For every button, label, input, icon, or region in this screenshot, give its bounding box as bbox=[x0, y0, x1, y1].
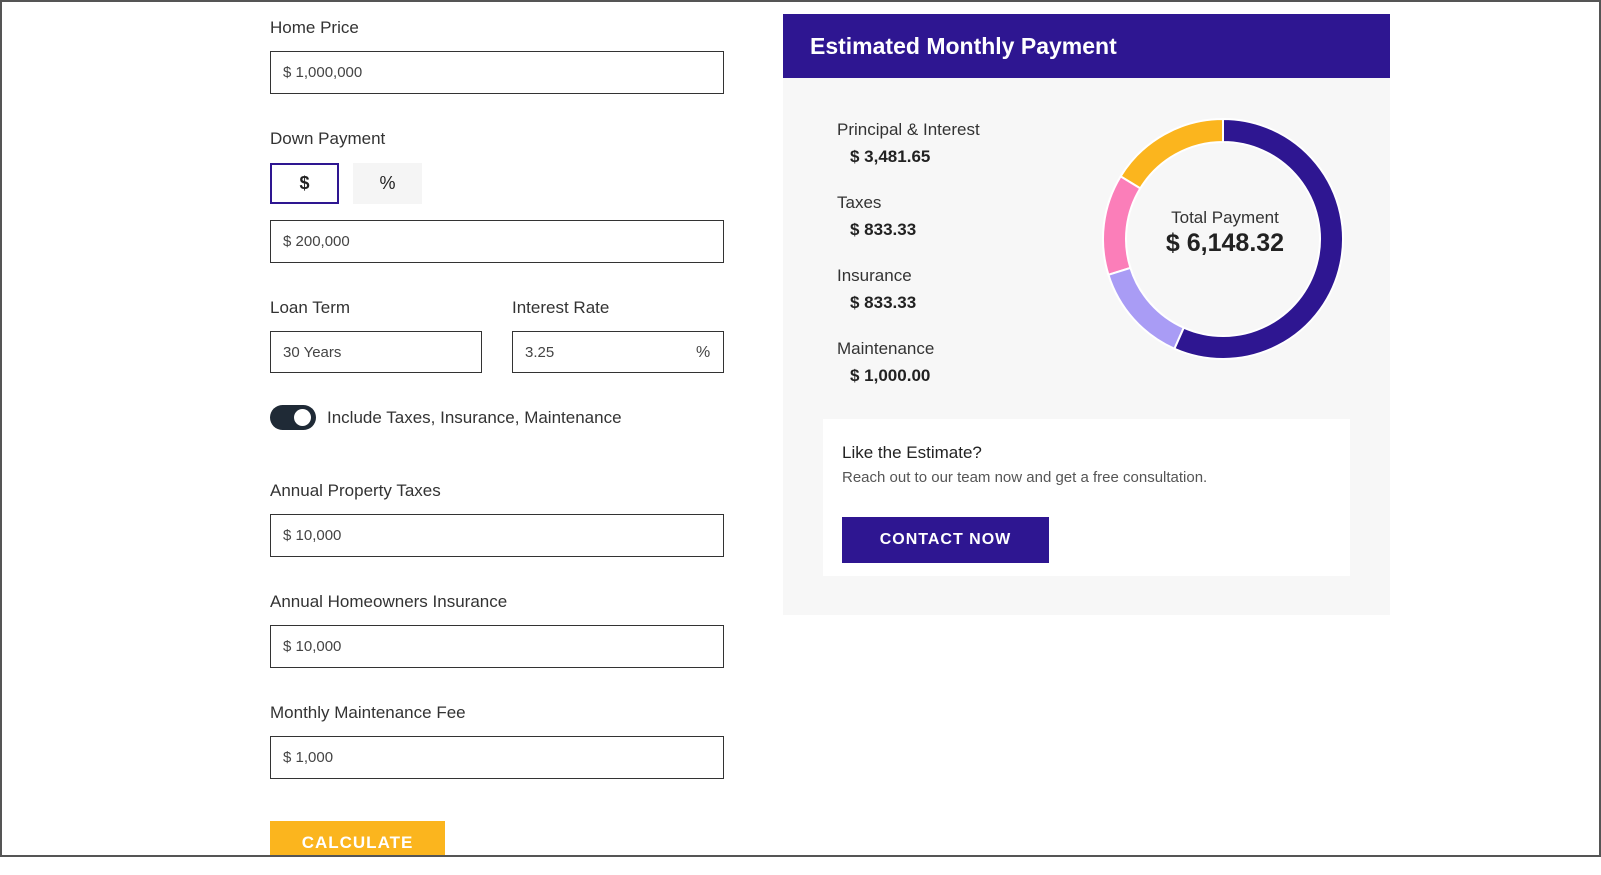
donut-segment bbox=[1102, 175, 1142, 277]
donut-segment bbox=[1119, 117, 1224, 190]
switch-label: Include Taxes, Insurance, Maintenance bbox=[327, 408, 622, 427]
result-title: Estimated Monthly Payment bbox=[810, 33, 1117, 59]
switch[interactable] bbox=[270, 405, 316, 430]
input[interactable]: 3.25 bbox=[512, 331, 724, 373]
donut-segment bbox=[1173, 117, 1344, 360]
cta-text: Reach out to our team now and get a free… bbox=[842, 469, 1208, 486]
breakdown-value: $ 833.33 bbox=[850, 220, 917, 239]
label: Annual Property Taxes bbox=[270, 481, 441, 500]
input-suffix: % bbox=[696, 344, 711, 361]
cta-title: Like the Estimate? bbox=[842, 443, 982, 462]
donut-center-title: Total Payment bbox=[1171, 208, 1279, 227]
input[interactable]: $ 1,000,000 bbox=[270, 51, 724, 94]
donut-center-value: $ 6,148.32 bbox=[1166, 229, 1284, 257]
result-header: Estimated Monthly Payment bbox=[783, 14, 1390, 78]
toggle-option[interactable]: % bbox=[353, 163, 422, 204]
breakdown-name: Maintenance bbox=[837, 339, 935, 358]
breakdown-name: Principal & Interest bbox=[837, 120, 980, 139]
input[interactable]: $ 10,000 bbox=[270, 625, 724, 668]
breakdown-value: $ 833.33 bbox=[850, 293, 917, 312]
label: Down Payment bbox=[270, 129, 386, 148]
switch-knob bbox=[294, 409, 311, 426]
contact-button[interactable]: CONTACT NOW bbox=[842, 517, 1049, 563]
breakdown-name: Insurance bbox=[837, 266, 912, 285]
input[interactable]: 30 Years bbox=[270, 331, 482, 373]
result-panel: Estimated Monthly Payment Principal & In… bbox=[783, 14, 1390, 615]
toggle-option[interactable]: $ bbox=[270, 163, 339, 204]
label: Monthly Maintenance Fee bbox=[270, 703, 466, 722]
label: Annual Homeowners Insurance bbox=[270, 592, 508, 611]
screen: Home Price $ 1,000,000 Down Payment $ % … bbox=[0, 0, 1601, 857]
breakdown-value: $ 3,481.65 bbox=[850, 147, 931, 166]
input[interactable]: $ 200,000 bbox=[270, 220, 724, 263]
donut-segment bbox=[1107, 266, 1186, 351]
label: Home Price bbox=[270, 18, 359, 37]
donut-chart: Total Payment $ 6,148.32 bbox=[1102, 117, 1344, 360]
input[interactable]: $ 10,000 bbox=[270, 514, 724, 557]
page: Home Price $ 1,000,000 Down Payment $ % … bbox=[0, 0, 1601, 857]
calculate-button[interactable]: CALCULATE bbox=[270, 821, 445, 855]
label: Loan Term bbox=[270, 298, 351, 317]
cta-card: Like the Estimate? Reach out to our team… bbox=[823, 419, 1350, 576]
breakdown-name: Taxes bbox=[837, 193, 882, 212]
input[interactable]: $ 1,000 bbox=[270, 736, 724, 779]
label: Interest Rate bbox=[512, 298, 610, 317]
breakdown-value: $ 1,000.00 bbox=[850, 366, 931, 385]
